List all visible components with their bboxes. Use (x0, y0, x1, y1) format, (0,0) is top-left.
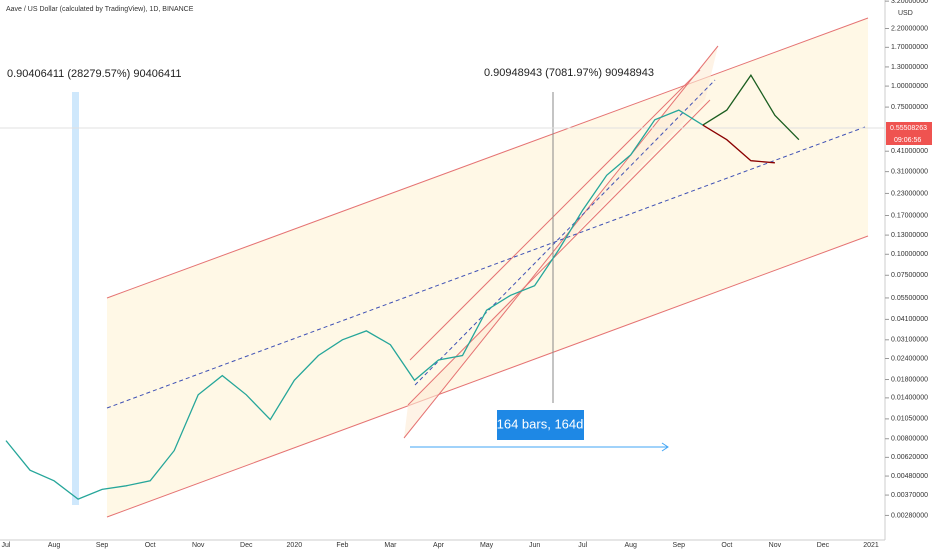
chart-title: Aave / US Dollar (calculated by TradingV… (6, 6, 194, 13)
annotation: 0.90406411 (28279.57%) 90406411 (7, 68, 182, 80)
y-tick-label: 0.07500000 (891, 272, 928, 279)
range-bar (72, 92, 79, 505)
last-price: 0.55508263 (890, 125, 927, 132)
countdown: 09:06:56 (894, 137, 921, 144)
x-tick-label: Dec (817, 542, 830, 549)
y-tick-label: 0.01050000 (891, 416, 928, 423)
y-tick-label: 0.13000000 (891, 232, 928, 239)
x-tick-label: Mar (384, 542, 397, 549)
x-tick-label: Sep (96, 542, 109, 549)
x-tick-label: Sep (673, 542, 686, 549)
y-tick-label: 1.00000000 (891, 83, 928, 90)
y-tick-label: 0.10000000 (891, 251, 928, 258)
y-tick-label: 0.03100000 (891, 337, 928, 344)
y-tick-label: 0.00370000 (891, 492, 928, 499)
y-tick-label: 0.17000000 (891, 212, 928, 219)
x-tick-label: Jul (578, 542, 587, 549)
steep-channel-line (407, 99, 711, 406)
y-tick-label: 0.75000000 (891, 104, 928, 111)
y-tick-label: 0.00620000 (891, 454, 928, 461)
price-line (702, 73, 800, 141)
y-tick-label: 0.04100000 (891, 316, 928, 323)
channel-bottom (106, 235, 869, 518)
price-tag (886, 122, 932, 134)
measure-box (497, 410, 584, 440)
y-tick-label: 0.02400000 (891, 355, 928, 362)
y-tick-label: 0.23000000 (891, 190, 928, 197)
y-tick-label: 0.00480000 (891, 473, 928, 480)
y-tick-label: 2.20000000 (891, 25, 928, 32)
y-tick-label: 0.41000000 (891, 148, 928, 155)
annotation: 0.90948943 (7081.97%) 90948943 (484, 67, 654, 79)
x-tick-label: Aug (48, 542, 61, 549)
y-tick-label: 3.20000000 (891, 0, 928, 5)
price-line (5, 109, 704, 500)
x-tick-label: 2020 (287, 542, 303, 549)
x-tick-label: Feb (336, 542, 348, 549)
x-tick-label: Dec (240, 542, 253, 549)
y-tick-label: 0.01400000 (891, 395, 928, 402)
x-tick-label: Aug (624, 542, 637, 549)
trend-line (414, 79, 716, 386)
y-tick-label: 0.00280000 (891, 512, 928, 519)
x-tick-label: May (480, 542, 494, 549)
countdown-tag (886, 134, 932, 145)
x-tick-label: Apr (433, 542, 445, 549)
channel-top (106, 17, 869, 299)
currency: USD (898, 10, 913, 17)
y-tick-label: 0.01800000 (891, 376, 928, 383)
y-tick-label: 0.00800000 (891, 436, 928, 443)
y-tick-label: 1.30000000 (891, 64, 928, 71)
y-tick-label: 0.31000000 (891, 168, 928, 175)
steep-channel-line (409, 69, 701, 361)
trend-line (106, 126, 866, 409)
x-tick-label: Oct (721, 542, 732, 549)
measure-label: 164 bars, 164d (497, 416, 584, 431)
channel-fill (107, 18, 868, 517)
x-tick-label: Jun (529, 542, 540, 549)
y-tick-label: 0.05500000 (891, 295, 928, 302)
arrow-head (661, 442, 669, 452)
price-line (702, 124, 775, 164)
x-tick-label: Nov (769, 542, 782, 549)
y-tick-label: 1.70000000 (891, 44, 928, 51)
x-tick-label: Oct (145, 542, 156, 549)
x-tick-label: 2021 (863, 542, 879, 549)
steep-channel-line (403, 45, 719, 439)
x-tick-label: Nov (192, 542, 205, 549)
x-tick-label: Jul (2, 542, 11, 549)
